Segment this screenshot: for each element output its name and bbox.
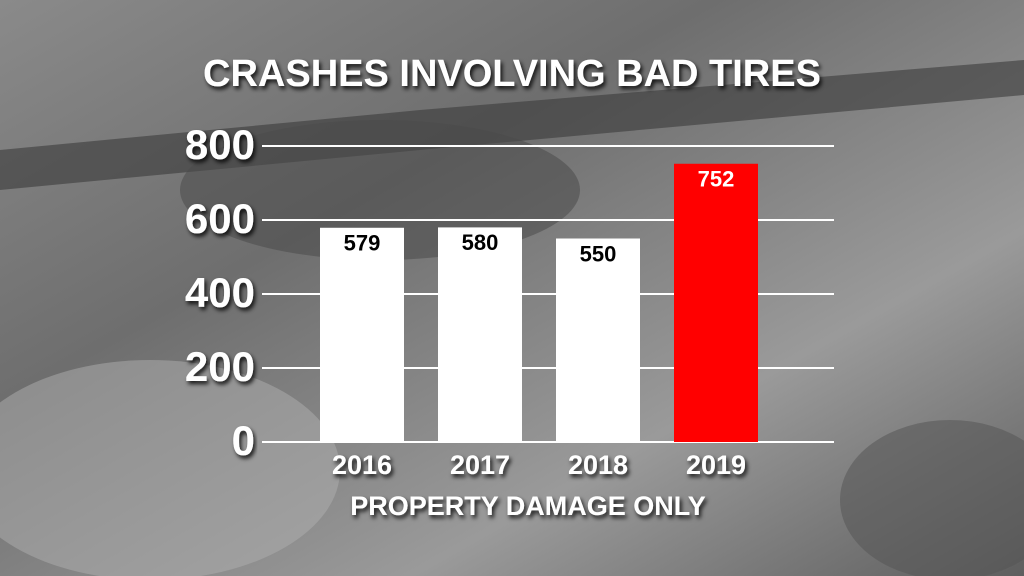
value-label: 752 — [698, 167, 735, 192]
truck-shape — [840, 420, 1024, 576]
x-tick-label: 2017 — [450, 450, 510, 480]
value-label: 579 — [344, 231, 381, 256]
car-shape — [180, 120, 580, 260]
bar — [320, 227, 404, 442]
y-tick-label: 800 — [185, 121, 255, 168]
value-label: 550 — [580, 241, 617, 266]
bar — [438, 227, 522, 442]
bar — [674, 163, 758, 442]
y-tick-label: 0 — [232, 417, 255, 464]
x-axis-label: PROPERTY DAMAGE ONLY — [350, 491, 706, 521]
chart-title: CRASHES INVOLVING BAD TIRES — [203, 53, 821, 95]
y-tick-label: 400 — [185, 269, 255, 316]
y-tick-label: 200 — [185, 343, 255, 390]
x-tick-label: 2019 — [686, 450, 746, 480]
car-shape — [0, 360, 340, 576]
x-tick-label: 2018 — [568, 450, 628, 480]
bar — [556, 238, 640, 442]
value-label: 580 — [462, 230, 499, 255]
x-tick-label: 2016 — [332, 450, 392, 480]
y-tick-label: 600 — [185, 195, 255, 242]
